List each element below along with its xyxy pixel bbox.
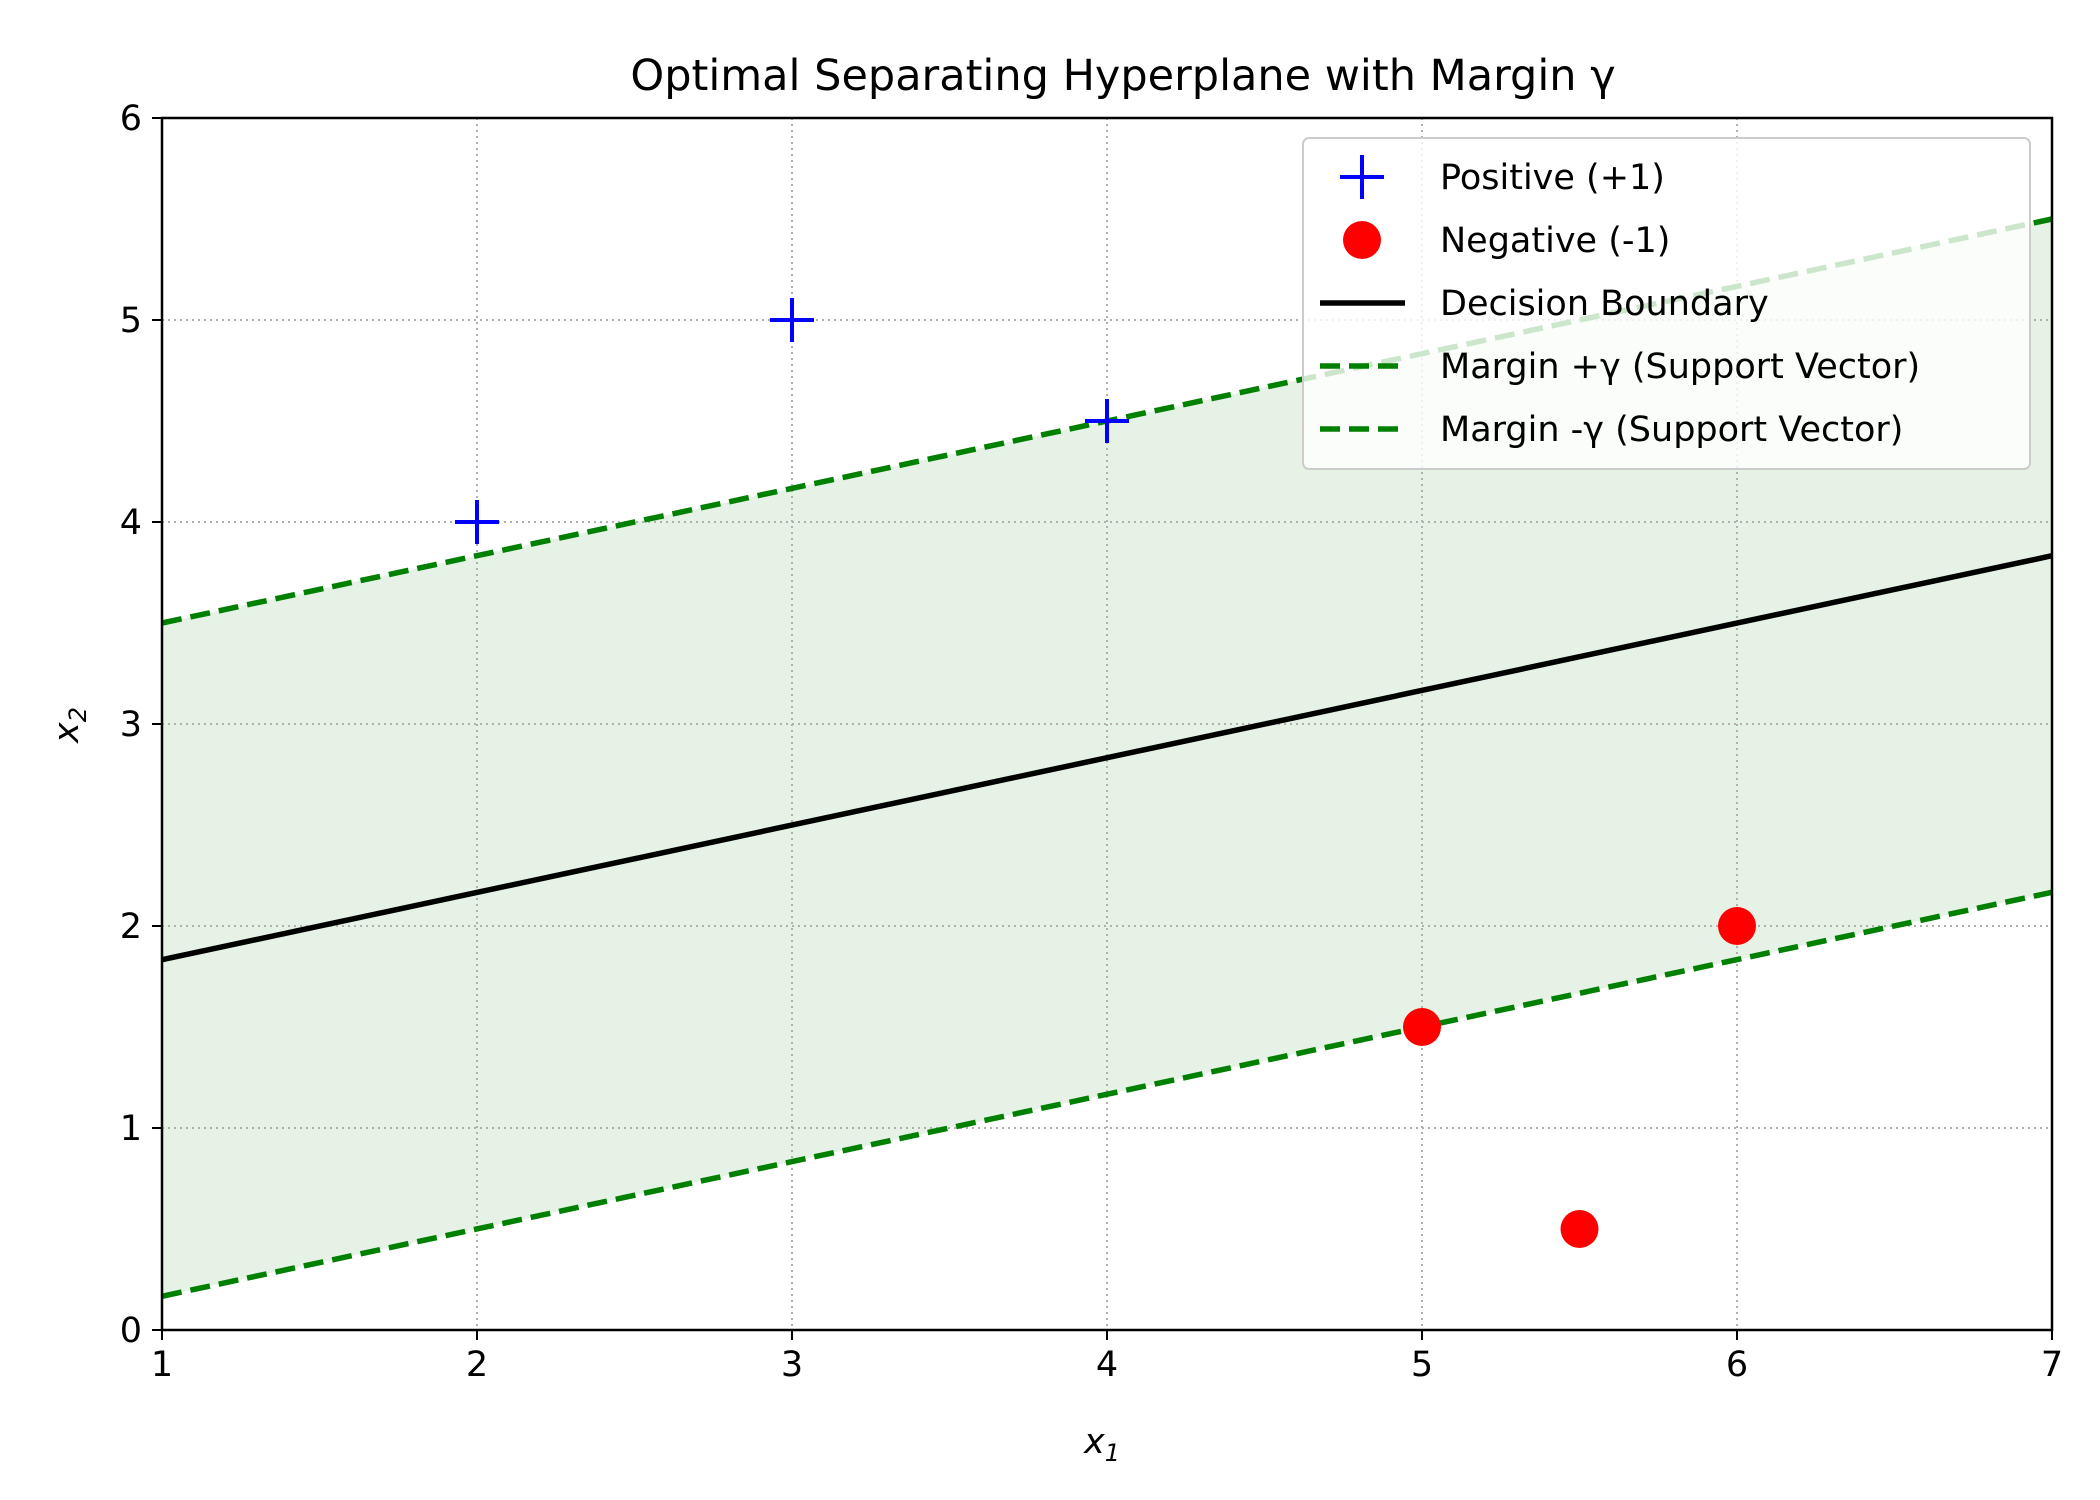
negative-point (1403, 1008, 1441, 1046)
y-axis-label-sub: 2 (64, 707, 92, 722)
y-tick-label: 4 (120, 503, 142, 543)
y-axis-label: x2 (47, 707, 92, 744)
legend-entry: Margin -γ (Support Vector) (1320, 410, 1903, 450)
y-tick-label: 2 (120, 907, 142, 947)
y-tick-label: 3 (120, 705, 142, 745)
y-tick-label: 5 (120, 301, 142, 341)
legend-label: Margin +γ (Support Vector) (1440, 347, 1920, 387)
legend-box (1302, 137, 2031, 470)
x-tick-label: 4 (1096, 1345, 1118, 1385)
legend-entry: Negative (-1) (1343, 221, 1670, 261)
legend-label: Decision Boundary (1440, 284, 1769, 324)
legend-label: Positive (+1) (1440, 158, 1665, 198)
positive-point (1085, 399, 1129, 443)
x-tick-label: 1 (151, 1345, 173, 1385)
legend-circle-marker (1343, 221, 1381, 259)
x-axis-label: x1 (1083, 1422, 1120, 1467)
x-tick-label: 5 (1411, 1345, 1433, 1385)
x-tick-label: 7 (2041, 1345, 2063, 1385)
legend-entry: Margin +γ (Support Vector) (1320, 347, 1920, 387)
legend-label: Margin -γ (Support Vector) (1440, 410, 1903, 450)
y-tick-label: 6 (120, 99, 142, 139)
legend-label: Negative (-1) (1440, 221, 1670, 261)
x-tick-label: 2 (466, 1345, 488, 1385)
y-axis-label-base: x (47, 722, 87, 744)
positive-point (770, 298, 814, 342)
y-tick-label: 1 (120, 1109, 142, 1149)
x-axis-label-base: x (1083, 1422, 1105, 1462)
legend-entry: Positive (+1) (1340, 155, 1665, 199)
data-points (455, 298, 1756, 1248)
y-tick-label: 0 (120, 1311, 142, 1351)
x-tick-label: 6 (1726, 1345, 1748, 1385)
chart-title: Optimal Separating Hyperplane with Margi… (630, 51, 1615, 101)
legend: Positive (+1) Negative (-1) Decision Bound… (1302, 137, 2031, 470)
negative-point (1718, 907, 1756, 945)
x-axis-label-sub: 1 (1105, 1439, 1120, 1467)
positive-point (455, 500, 499, 544)
negative-point (1560, 1210, 1599, 1248)
legend-entry: Decision Boundary (1320, 284, 1769, 324)
decision-boundary-line (161, 553, 2053, 963)
x-tick-label: 3 (781, 1345, 803, 1385)
margin-minus-line (161, 889, 2053, 1299)
